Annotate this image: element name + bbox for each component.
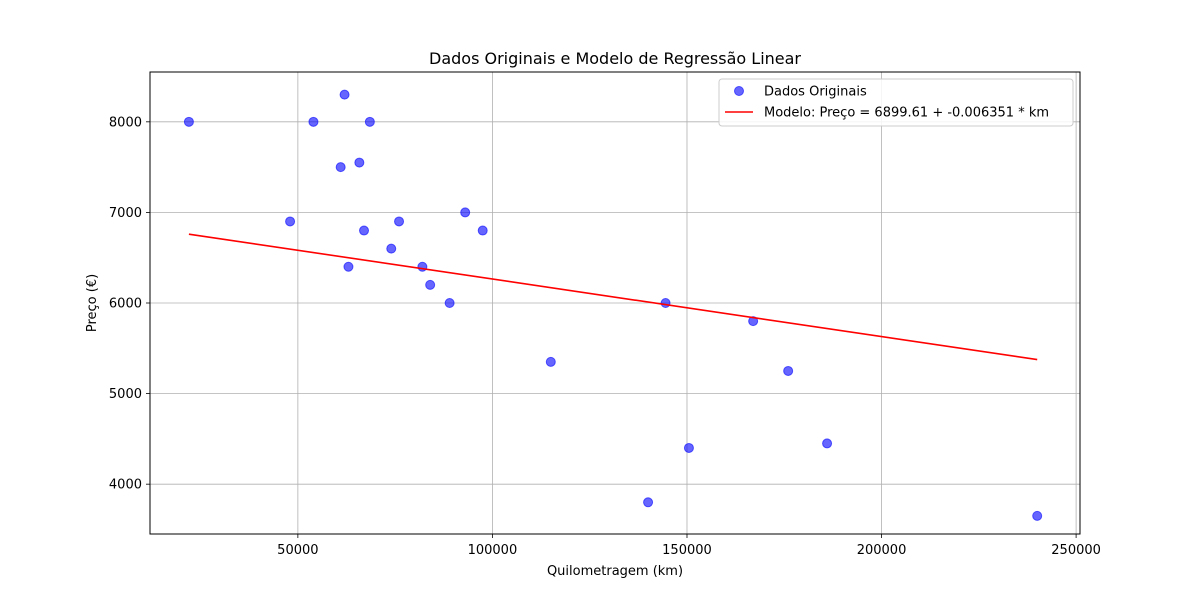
x-tick-label: 50000 — [277, 543, 318, 558]
legend-label-points: Dados Originais — [764, 85, 867, 100]
data-point — [425, 279, 436, 290]
y-axis-label: Preço (€) — [85, 274, 100, 332]
data-point — [335, 162, 346, 173]
plot-frame — [149, 71, 1081, 535]
x-tick-label: 100000 — [468, 543, 518, 558]
x-tick-label: 250000 — [1051, 543, 1101, 558]
data-point — [386, 243, 397, 254]
data-point — [460, 207, 471, 218]
legend: Dados Originais Modelo: Preço = 6899.61 +… — [718, 78, 1074, 127]
data-point — [545, 356, 556, 367]
grid-lines — [150, 72, 1080, 534]
legend-marker-points — [734, 86, 744, 96]
data-point — [394, 216, 405, 227]
regression-line — [188, 233, 1038, 361]
data-point — [343, 261, 354, 272]
x-tick-label: 200000 — [857, 543, 907, 558]
plot-marks — [183, 89, 1043, 521]
data-point — [285, 216, 296, 227]
y-tick-label: 7000 — [109, 206, 142, 221]
data-point — [308, 116, 319, 127]
data-point — [183, 116, 194, 127]
data-point — [444, 298, 455, 308]
data-point — [364, 116, 375, 127]
legend-box — [718, 78, 1074, 127]
data-point — [359, 225, 370, 236]
data-point — [477, 225, 488, 236]
x-tick-label: 150000 — [662, 543, 712, 558]
x-axis-label: Quilometragem (km) — [547, 564, 683, 579]
data-point — [783, 365, 794, 376]
legend-label-line: Modelo: Preço = 6899.61 + -0.006351 * km — [764, 106, 1049, 121]
chart-title: Dados Originais e Modelo de Regressão Li… — [429, 49, 801, 68]
data-point — [643, 497, 654, 508]
y-tick-label: 5000 — [109, 387, 142, 402]
data-point — [748, 316, 759, 327]
data-point — [339, 89, 350, 100]
data-point — [683, 442, 694, 453]
data-point — [354, 157, 365, 168]
data-point — [660, 298, 671, 308]
y-tick-label: 6000 — [109, 297, 142, 312]
axis-ticks: 50000 100000 150000 200000 250000 4000 5000 600… — [109, 115, 1101, 558]
y-tick-label: 8000 — [109, 115, 142, 130]
data-point — [1032, 510, 1043, 521]
data-point — [822, 438, 833, 449]
y-tick-label: 4000 — [109, 478, 142, 493]
